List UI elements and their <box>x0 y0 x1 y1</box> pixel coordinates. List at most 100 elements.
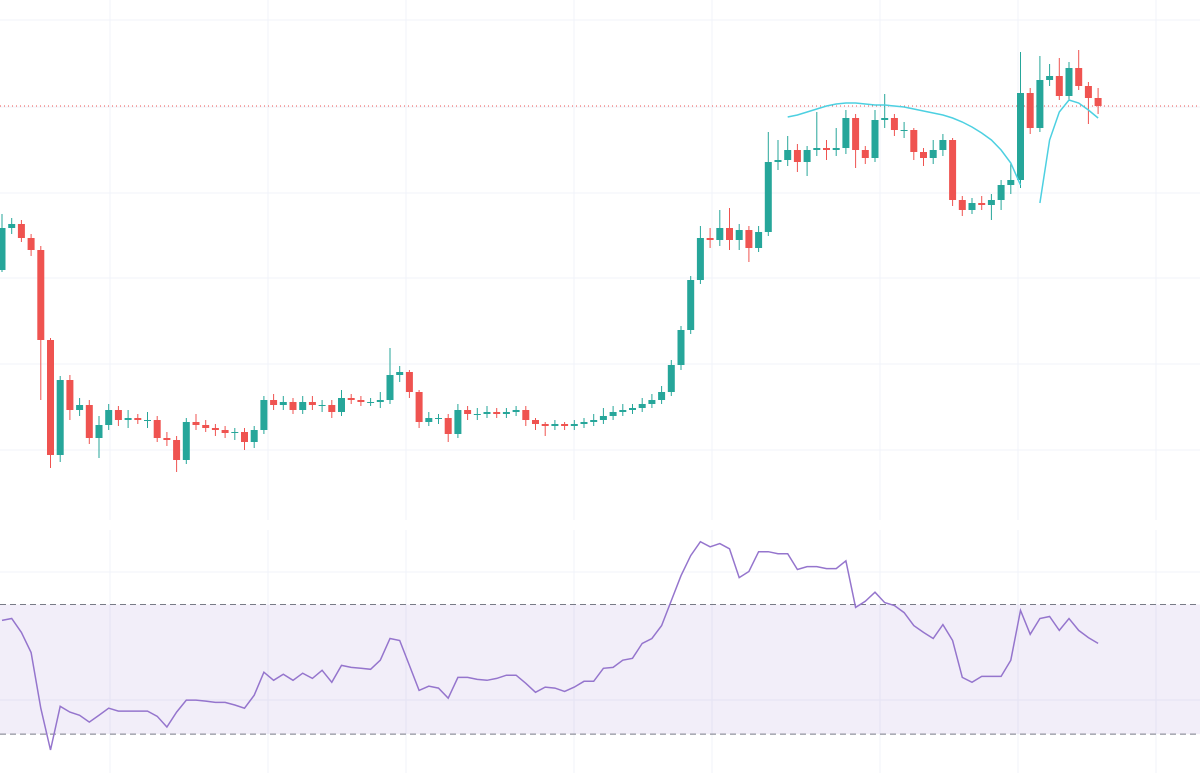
candle-body <box>1075 68 1083 86</box>
candle-body <box>920 152 927 158</box>
candle-body <box>0 228 6 270</box>
candle-body <box>396 372 404 375</box>
candle-body <box>502 412 510 414</box>
candle-body <box>134 418 142 420</box>
candle-body <box>599 416 607 420</box>
candle-body <box>949 140 957 200</box>
candle-body <box>939 140 947 150</box>
candle-body <box>493 412 501 414</box>
candle-body <box>357 400 365 402</box>
candle-body <box>551 424 559 426</box>
rsi-line <box>1 540 1099 751</box>
candle-body <box>1094 98 1102 106</box>
candle-body <box>629 408 636 410</box>
candle-body <box>163 438 171 440</box>
candle-body <box>289 402 297 410</box>
candle-body <box>881 118 889 120</box>
candle-body <box>803 150 811 162</box>
candle-body <box>76 405 84 410</box>
candle-body <box>764 162 772 232</box>
candle-body <box>250 430 258 442</box>
candle-body <box>338 398 345 412</box>
candle-body <box>745 230 753 248</box>
candle-body <box>347 398 355 400</box>
candle-body <box>473 414 481 415</box>
candle-body <box>522 410 530 420</box>
candle-body <box>570 424 578 426</box>
candle-body <box>823 148 830 150</box>
candle-body <box>483 412 491 414</box>
candle-body <box>532 420 539 424</box>
candle-body <box>47 340 54 455</box>
candle-body <box>454 410 462 434</box>
candle-body <box>1065 68 1073 96</box>
candle-body <box>871 120 879 158</box>
candle-body <box>464 410 472 414</box>
candle-body <box>1007 180 1015 185</box>
candle-body <box>211 428 219 430</box>
candle-body <box>978 203 986 205</box>
candle-body <box>793 150 801 162</box>
level-band <box>0 604 1200 735</box>
candle-body <box>124 418 132 420</box>
candle-body <box>997 185 1005 200</box>
candle-body <box>1055 76 1063 96</box>
candle-body <box>677 330 685 365</box>
candle-body <box>318 405 326 406</box>
candle-body <box>1046 76 1054 80</box>
candle-body <box>861 150 869 158</box>
candle-body <box>774 160 782 162</box>
candle-body <box>27 238 35 250</box>
candle-body <box>405 372 413 392</box>
candle-body <box>144 420 151 421</box>
candle-body <box>813 148 821 150</box>
candle-body <box>105 410 113 425</box>
candle-body <box>279 402 287 405</box>
candle-body <box>182 422 190 460</box>
candle-body <box>658 392 666 400</box>
candle-body <box>435 418 442 419</box>
candle-body <box>444 418 452 434</box>
candle-body <box>95 425 103 438</box>
candle-body <box>958 200 966 210</box>
candle-body <box>696 238 704 280</box>
candle-body <box>852 118 860 150</box>
candle-body <box>784 150 792 160</box>
candle-body <box>231 432 239 433</box>
candle-body <box>386 375 394 400</box>
candle-body <box>425 418 433 422</box>
candle-body <box>755 232 763 248</box>
candle-body <box>512 410 520 412</box>
candle-body <box>1084 86 1092 98</box>
candle-body <box>328 405 336 412</box>
candle-body <box>890 118 898 130</box>
candle-body <box>202 425 210 428</box>
candle-body <box>1036 80 1044 128</box>
candle-body <box>173 440 181 460</box>
candle-body <box>241 432 248 442</box>
candle-body <box>37 250 45 340</box>
candle-body <box>308 402 316 405</box>
candle-body <box>367 402 375 403</box>
candle-body <box>609 412 617 416</box>
candle-body <box>832 148 840 150</box>
candle-body <box>735 230 743 240</box>
candle-body <box>590 420 598 422</box>
candle-body <box>667 365 675 392</box>
candle-body <box>638 404 646 408</box>
candle-body <box>929 150 937 158</box>
candle-body <box>153 420 161 438</box>
candle-body <box>260 400 268 430</box>
candle-body <box>987 200 995 205</box>
candle-body <box>726 228 733 240</box>
candle-body <box>910 130 918 152</box>
candle-body <box>17 224 25 238</box>
candle-body <box>706 238 714 240</box>
candle-body <box>687 280 695 330</box>
candle-body <box>1017 93 1024 180</box>
candle-body <box>299 402 307 410</box>
candle-body <box>66 380 74 410</box>
candle-body <box>192 422 200 425</box>
candle-body <box>415 392 423 422</box>
